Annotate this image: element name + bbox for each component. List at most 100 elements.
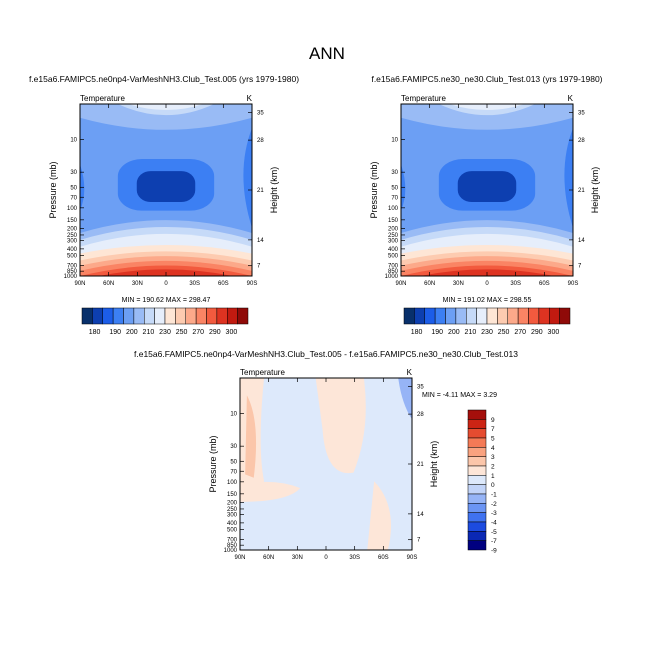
y-tick-label: 70 bbox=[230, 469, 237, 475]
x-tick-label: 60N bbox=[424, 281, 435, 287]
colorbar-label: 4 bbox=[491, 445, 495, 452]
y-tick-label: 70 bbox=[391, 195, 398, 201]
colorbar-label: 190 bbox=[109, 329, 121, 336]
colorbar-label: 290 bbox=[531, 329, 543, 336]
colorbar-swatch bbox=[467, 521, 487, 532]
colorbar-label: 3 bbox=[491, 454, 495, 461]
subtitle-left: Temperature bbox=[240, 368, 285, 377]
y-tick-label: 300 bbox=[388, 238, 399, 244]
x-tick-label: 30N bbox=[132, 281, 143, 287]
min-max-stats: MIN = -4.11 MAX = 3.29 bbox=[422, 392, 497, 399]
chart-title: f.e15a6.FAMIPC5.ne0np4-VarMeshNH3.Club_T… bbox=[134, 349, 518, 359]
colorbar-label: -2 bbox=[491, 501, 497, 508]
colorbar-swatch bbox=[467, 447, 487, 457]
x-tick-label: 60N bbox=[263, 555, 274, 561]
y-right-tick-label: 35 bbox=[257, 111, 264, 117]
colorbar-swatch bbox=[467, 419, 487, 429]
x-tick-label: 90N bbox=[395, 281, 406, 287]
y-tick-label: 50 bbox=[70, 185, 77, 191]
colorbar-swatch bbox=[467, 456, 487, 467]
x-tick-label: 90S bbox=[247, 281, 258, 287]
colorbar-label: -1 bbox=[491, 492, 497, 499]
y-right-tick-label: 21 bbox=[257, 188, 264, 194]
x-tick-label: 90N bbox=[74, 281, 85, 287]
y-right-tick-label: 14 bbox=[578, 238, 585, 244]
colorbar-swatch bbox=[414, 307, 425, 325]
x-tick-label: 30S bbox=[349, 555, 360, 561]
chart-title: f.e15a6.FAMIPC5.ne0np4-VarMeshNH3.Club_T… bbox=[29, 74, 299, 84]
chart-right: f.e15a6.FAMIPC5.ne30_ne30.Club_Test.013 … bbox=[369, 74, 603, 336]
y-tick-label: 150 bbox=[388, 218, 399, 224]
contour-fill bbox=[401, 104, 573, 276]
y-tick-label: 70 bbox=[70, 195, 77, 201]
y-tick-label: 200 bbox=[67, 226, 78, 232]
colorbar-label: 2 bbox=[491, 464, 495, 471]
min-max-stats: MIN = 191.02 MAX = 298.55 bbox=[443, 297, 532, 304]
colorbar-swatch bbox=[81, 307, 93, 325]
x-tick-label: 90N bbox=[234, 555, 245, 561]
tropopause-core bbox=[457, 171, 517, 203]
y-tick-label: 100 bbox=[227, 480, 238, 486]
contour-fill bbox=[240, 378, 412, 550]
y-right-tick-label: 28 bbox=[417, 412, 424, 418]
y-tick-label: 850 bbox=[388, 269, 399, 275]
colorbar-label: 270 bbox=[192, 329, 204, 336]
band-upper bbox=[80, 104, 252, 130]
x-tick-label: 60N bbox=[103, 281, 114, 287]
chart-title: f.e15a6.FAMIPC5.ne30_ne30.Club_Test.013 … bbox=[371, 74, 602, 84]
colorbar-label: -7 bbox=[491, 538, 497, 545]
y-tick-label: 200 bbox=[227, 500, 238, 506]
x-tick-label: 0 bbox=[164, 281, 168, 287]
y-tick-label: 500 bbox=[67, 253, 78, 259]
colorbar-swatch bbox=[517, 307, 529, 325]
colorbar-label: 200 bbox=[448, 329, 460, 336]
subtitle-left: Temperature bbox=[401, 94, 446, 103]
y-tick-label: 100 bbox=[67, 206, 78, 212]
y-axis-label: Pressure (mb) bbox=[369, 161, 379, 218]
colorbar-swatch bbox=[467, 428, 487, 439]
y-right-tick-label: 7 bbox=[417, 538, 421, 544]
colorbar-swatch bbox=[467, 484, 487, 495]
y-right-tick-label: 7 bbox=[257, 264, 261, 270]
colorbar-label: -4 bbox=[491, 520, 497, 527]
colorbar-label: 7 bbox=[491, 426, 495, 433]
colorbar-swatch bbox=[144, 307, 155, 325]
subtitle-right: K bbox=[407, 368, 413, 377]
colorbar-swatch bbox=[467, 465, 487, 476]
y-tick-label: 10 bbox=[70, 138, 77, 144]
y-tick-label: 30 bbox=[230, 444, 237, 450]
colorbar-swatch bbox=[497, 307, 508, 325]
colorbar-label: 5 bbox=[491, 436, 495, 443]
polar-right bbox=[243, 128, 252, 228]
subtitle-right: K bbox=[568, 94, 574, 103]
y-tick-label: 400 bbox=[388, 247, 399, 253]
chart-difference: f.e15a6.FAMIPC5.ne0np4-VarMeshNH3.Club_T… bbox=[134, 349, 518, 561]
y-tick-label: 500 bbox=[388, 253, 399, 259]
y-right-tick-label: 21 bbox=[417, 462, 424, 468]
x-tick-label: 30S bbox=[189, 281, 200, 287]
colorbar-swatch bbox=[102, 307, 114, 325]
y-tick-label: 400 bbox=[67, 247, 78, 253]
y-tick-label: 1000 bbox=[224, 548, 238, 554]
colorbar-swatch bbox=[424, 307, 436, 325]
diff-pos-mid bbox=[240, 481, 301, 502]
colorbar-label: -5 bbox=[491, 529, 497, 536]
y-right-tick-label: 14 bbox=[257, 238, 264, 244]
y-tick-label: 250 bbox=[388, 233, 399, 239]
colorbar-swatch bbox=[467, 512, 487, 523]
colorbar-swatch bbox=[467, 437, 487, 448]
y-tick-label: 500 bbox=[227, 527, 238, 533]
y-tick-label: 50 bbox=[391, 185, 398, 191]
diff-pos-center bbox=[315, 378, 366, 474]
colorbar-swatch bbox=[195, 307, 207, 325]
y-tick-label: 300 bbox=[67, 238, 78, 244]
colorbar-label: 190 bbox=[431, 329, 443, 336]
colorbar-label: 180 bbox=[89, 329, 101, 336]
y-tick-label: 30 bbox=[70, 170, 77, 176]
colorbar-swatch bbox=[92, 307, 103, 325]
y-tick-label: 850 bbox=[227, 543, 238, 549]
colorbar-label: 300 bbox=[548, 329, 560, 336]
band-upper bbox=[401, 104, 573, 130]
colorbar-swatch bbox=[164, 307, 176, 325]
